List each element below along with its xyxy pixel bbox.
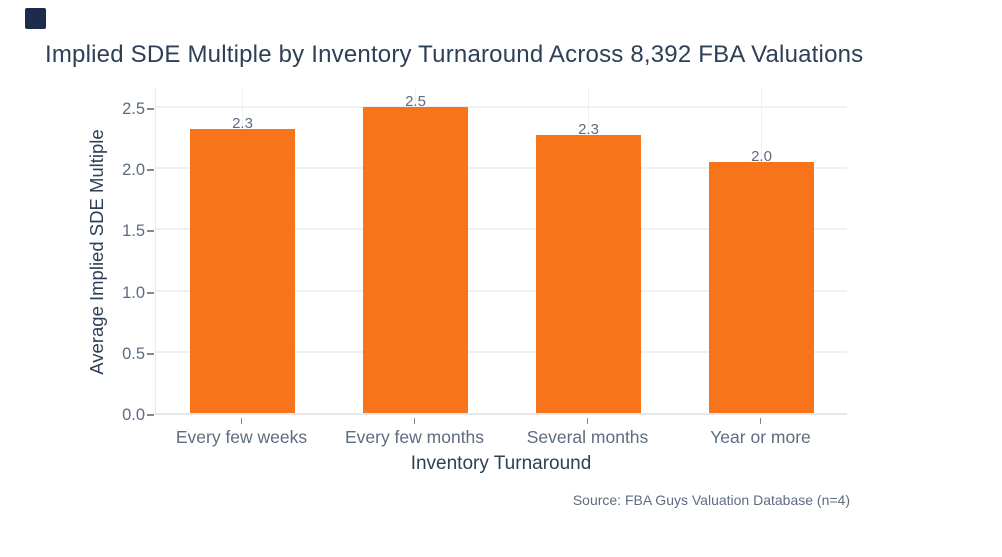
x-tick-mark: [759, 418, 762, 424]
bar-value-label: 2.0: [751, 148, 772, 165]
x-tick-mark: [586, 418, 589, 424]
bar: [709, 162, 814, 413]
y-tick-mark: [147, 414, 154, 416]
x-tick-mark: [240, 418, 243, 424]
y-tick-mark: [147, 291, 154, 294]
bar-value-label: 2.3: [578, 121, 599, 138]
x-tick-label: Every few weeks: [175, 427, 308, 447]
y-tick-label: 2.5: [122, 99, 145, 118]
y-tick-label: 1.0: [122, 283, 145, 302]
chart-title: Implied SDE Multiple by Inventory Turnar…: [45, 41, 864, 68]
y-tick-label: 0.0: [122, 406, 145, 424]
x-tick-label: Every few months: [344, 427, 485, 447]
y-gridline: [156, 228, 847, 231]
x-tick-mark: [413, 418, 416, 424]
y-gridline: [156, 350, 847, 353]
y-tick-label: 2.0: [122, 161, 145, 180]
x-tick-label: Several months: [526, 427, 649, 447]
y-gridline: [156, 105, 847, 108]
y-tick-mark: [147, 107, 154, 110]
bar: [536, 135, 641, 413]
y-gridline: [156, 289, 847, 292]
y-gridline: [156, 167, 847, 170]
bar: [363, 107, 468, 413]
bar: [190, 129, 295, 413]
plot-area: 2.3 2.5 2.3 2.0: [155, 88, 847, 415]
bar-value-label: 2.5: [405, 93, 426, 110]
y-tick-mark: [147, 230, 154, 233]
y-tick-label: 0.5: [122, 344, 145, 363]
logo-mark: [25, 8, 46, 29]
y-tick-mark: [147, 169, 154, 172]
x-axis-title: Inventory Turnaround: [410, 453, 592, 474]
y-tick-label: 1.5: [122, 222, 145, 241]
y-tick-mark: [147, 352, 154, 355]
source-note: Source: FBA Guys Valuation Database (n=4…: [572, 492, 850, 508]
bar-value-label: 2.3: [232, 115, 253, 132]
x-tick-label: Year or more: [710, 427, 811, 447]
